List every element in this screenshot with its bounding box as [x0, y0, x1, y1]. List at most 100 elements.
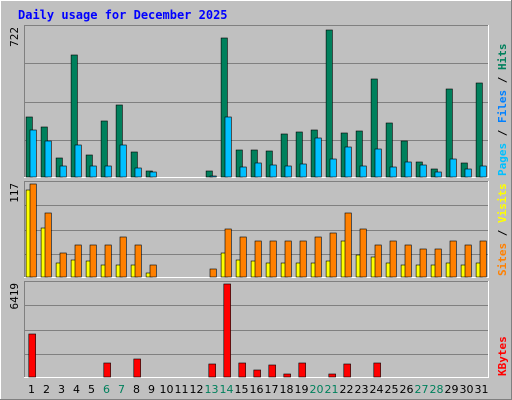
bar-files-day-2: [44, 140, 52, 178]
bar-hits-day-29: [445, 88, 453, 178]
panel-1: 722 Pages / Files / Hits: [8, 25, 509, 178]
day-label-13: 13: [205, 383, 219, 396]
bar-files-day-31: [479, 165, 487, 178]
bar-sites-day-30: [464, 244, 472, 278]
panel-series-legend: Sites / Visits: [496, 183, 509, 276]
day-label-30: 30: [460, 383, 474, 396]
day-label-31: 31: [475, 383, 489, 396]
bar-sites-day-21: [329, 232, 337, 278]
bar-kbytes-day-1: [28, 333, 36, 378]
bar-hits-day-17: [265, 150, 273, 178]
bar-kbytes-day-15: [238, 362, 246, 378]
legend-entry: Pages: [496, 143, 509, 176]
bar-files-day-13: [209, 175, 217, 178]
day-label-3: 3: [58, 383, 65, 396]
day-label-11: 11: [175, 383, 189, 396]
day-label-12: 12: [190, 383, 204, 396]
day-label-18: 18: [280, 383, 294, 396]
bar-sites-day-5: [89, 244, 97, 278]
bar-hits-day-18: [280, 133, 288, 178]
bar-sites-day-15: [239, 236, 247, 278]
legend-entry: Sites: [496, 243, 509, 276]
day-label-26: 26: [400, 383, 414, 396]
bar-kbytes-day-17: [268, 364, 276, 378]
bar-sites-day-31: [479, 240, 487, 278]
legend-entry: KBytes: [496, 336, 509, 376]
bar-files-day-9: [149, 171, 157, 178]
day-axis-labels: 1 2 3 4 5 6 7 8 9 10 11 12 13 14 15 16 17 18 19 20 21 22 23 24 2…: [28, 383, 489, 396]
day-label-28: 28: [430, 383, 444, 396]
bar-sites-day-20: [314, 236, 322, 278]
bar-hits-day-4: [70, 54, 78, 178]
bar-files-day-16: [254, 162, 262, 178]
bar-sites-day-14: [224, 228, 232, 278]
bar-sites-day-1: [29, 183, 37, 278]
bar-sites-day-26: [404, 244, 412, 278]
day-label-8: 8: [133, 383, 140, 396]
bar-files-day-25: [389, 166, 397, 178]
day-label-17: 17: [265, 383, 279, 396]
day-label-29: 29: [445, 383, 459, 396]
legend-entry: /: [496, 223, 509, 243]
bar-hits-day-7: [115, 104, 123, 178]
bar-sites-day-4: [74, 244, 82, 278]
day-label-25: 25: [385, 383, 399, 396]
bar-files-day-17: [269, 164, 277, 178]
day-label-23: 23: [355, 383, 369, 396]
bar-files-day-7: [119, 144, 127, 178]
bar-kbytes-day-18: [283, 373, 291, 378]
bar-files-day-5: [89, 165, 97, 178]
bar-files-day-6: [104, 165, 112, 178]
legend-entry: /: [496, 70, 509, 90]
bar-hits-day-8: [130, 151, 138, 178]
day-label-22: 22: [340, 383, 354, 396]
bar-sites-day-8: [134, 244, 142, 278]
bar-sites-day-19: [299, 240, 307, 278]
bar-sites-day-7: [119, 236, 127, 278]
bar-kbytes-day-21: [328, 373, 336, 378]
bar-files-day-20: [314, 137, 322, 178]
panel-background: [24, 281, 489, 378]
bar-hits-day-31: [475, 82, 483, 178]
bar-kbytes-day-19: [298, 362, 306, 378]
day-label-19: 19: [295, 383, 309, 396]
bar-kbytes-day-24: [373, 362, 381, 378]
bar-files-day-29: [449, 158, 457, 178]
bar-files-day-15: [239, 166, 247, 178]
legend-entry: Hits: [496, 44, 509, 71]
bar-hits-day-15: [235, 149, 243, 178]
day-label-6: 6: [103, 383, 110, 396]
bar-files-day-8: [134, 167, 142, 178]
bar-kbytes-day-6: [103, 362, 111, 378]
bar-hits-day-26: [400, 140, 408, 178]
bar-hits-day-14: [220, 37, 228, 178]
day-label-15: 15: [235, 383, 249, 396]
bar-files-day-30: [464, 168, 472, 178]
bar-hits-day-25: [385, 122, 393, 178]
panel-max-label: 6419: [8, 283, 21, 310]
bar-files-day-3: [59, 165, 67, 178]
bar-sites-day-24: [374, 244, 382, 278]
bar-sites-day-13: [209, 268, 217, 278]
day-label-20: 20: [310, 383, 324, 396]
panel-max-label: 722: [8, 27, 21, 47]
bar-files-day-27: [419, 164, 427, 178]
bar-hits-day-6: [100, 120, 108, 178]
bar-files-day-4: [74, 144, 82, 178]
chart-title: Daily usage for December 2025: [18, 8, 228, 22]
bar-files-day-18: [284, 165, 292, 178]
panel-3: 6419 KBytes: [8, 281, 509, 378]
bar-sites-day-29: [449, 240, 457, 278]
bar-hits-day-19: [295, 131, 303, 178]
panel-series-legend: Pages / Files / Hits: [496, 44, 509, 177]
chart-panels: 722 Pages / Files / Hits 117 Sites / Visits…: [8, 25, 509, 378]
bar-sites-day-9: [149, 264, 157, 278]
bar-files-day-1: [29, 129, 37, 178]
bar-sites-day-17: [269, 240, 277, 278]
bar-kbytes-day-8: [133, 358, 141, 378]
day-label-7: 7: [118, 383, 125, 396]
bar-hits-day-24: [370, 78, 378, 178]
bar-sites-day-23: [359, 228, 367, 278]
day-label-9: 9: [148, 383, 155, 396]
